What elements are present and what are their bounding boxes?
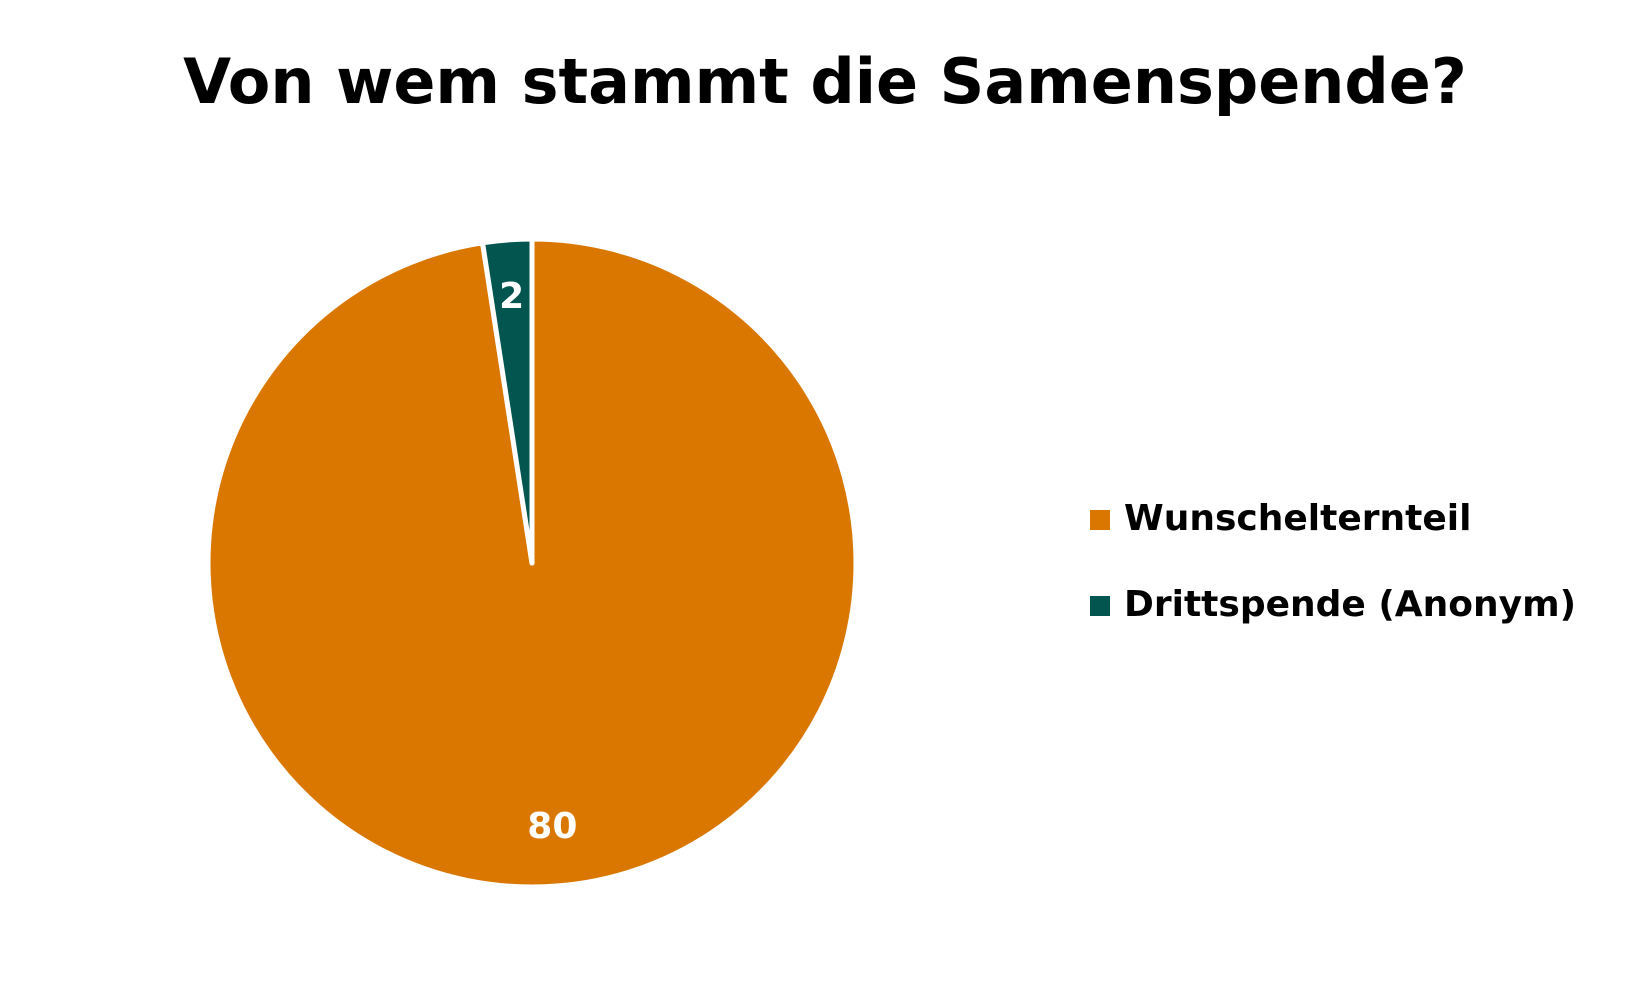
data-label: 2 (499, 276, 524, 317)
legend-label: Wunschelternteil (1124, 498, 1471, 539)
legend-label: Drittspende (Anonym) (1124, 584, 1576, 625)
data-label: 80 (527, 806, 577, 847)
pie-slice (480, 236, 535, 566)
legend-swatch (1090, 510, 1110, 530)
legend-swatch (1090, 596, 1110, 616)
chart-title: Von wem stammt die Samenspende? (183, 45, 1467, 118)
